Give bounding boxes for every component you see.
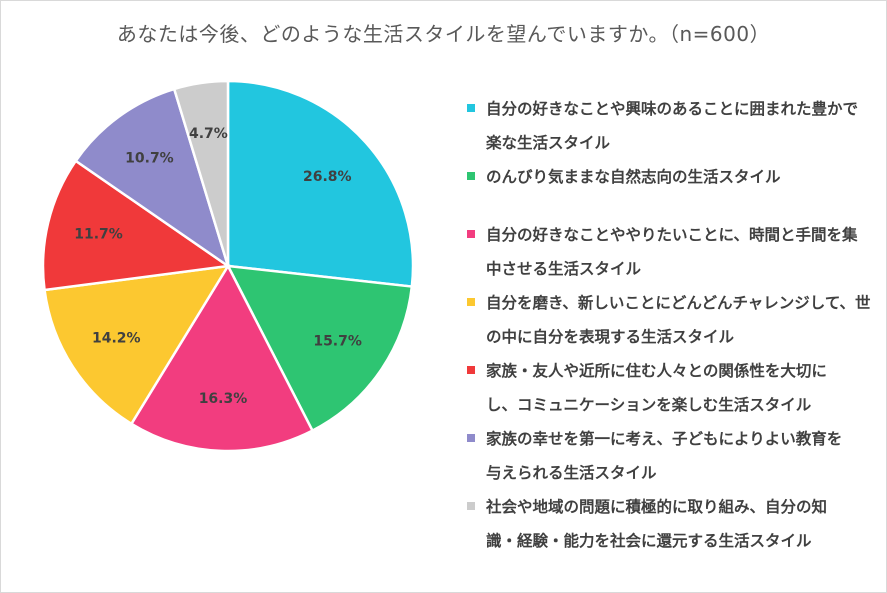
slice-data-label: 15.7%: [313, 334, 362, 350]
legend-item: 自分の好きなことややりたいことに、時間と手間を集 中させる生活スタイル: [458, 218, 878, 286]
legend-swatch: [467, 298, 475, 306]
legend-label: 自分を磨き、新しいことにどんどんチャレンジして、世 の中に自分を表現する生活スタイ…: [486, 294, 871, 346]
slice-data-label: 14.2%: [92, 331, 141, 347]
pie-slice: [226, 79, 415, 288]
legend-swatch: [467, 172, 475, 180]
pie-slice: [172, 79, 230, 267]
pie-slice: [43, 264, 231, 426]
legend-swatch: [467, 434, 475, 442]
legend-item: 自分の好きなことや興味のあることに囲まれた豊かで 楽な生活スタイル: [458, 92, 878, 160]
chart-title: あなたは今後、どのような生活スタイルを望んでいますか。（n=600）: [116, 22, 771, 46]
slice-data-label: 11.7%: [74, 227, 123, 243]
pie-slice: [129, 263, 315, 453]
legend-item: 自分を磨き、新しいことにどんどんチャレンジして、世 の中に自分を表現する生活スタイ…: [458, 286, 878, 354]
legend-label: 社会や地域の問題に積極的に取り組み、自分の知 識・経験・能力を社会に還元する生活ス…: [486, 498, 828, 550]
legend-label: 家族・友人や近所に住む人々との関係性を大切に し、コミュニケーションを楽しむ生活ス…: [486, 362, 827, 414]
legend-item: 家族・友人や近所に住む人々との関係性を大切に し、コミュニケーションを楽しむ生活ス…: [458, 354, 878, 422]
pie-slice: [225, 264, 414, 433]
slice-data-label: 16.3%: [199, 391, 248, 407]
legend-item: のんびり気ままな自然志向の生活スタイル: [458, 160, 878, 194]
legend-swatch: [467, 366, 475, 374]
legend-item: 社会や地域の問題に積極的に取り組み、自分の知 識・経験・能力を社会に還元する生活ス…: [458, 490, 878, 558]
legend-swatch: [467, 230, 475, 238]
legend-label: 自分の好きなことややりたいことに、時間と手間を集 中させる生活スタイル: [486, 226, 858, 278]
slice-data-label: 10.7%: [125, 150, 174, 166]
slice-data-label: 4.7%: [189, 126, 228, 142]
pie-slice: [41, 159, 232, 292]
slice-data-label: 26.8%: [303, 169, 352, 185]
legend-label: 自分の好きなことや興味のあることに囲まれた豊かで 楽な生活スタイル: [486, 100, 859, 152]
chart-legend: 自分の好きなことや興味のあることに囲まれた豊かで 楽な生活スタイルのんびり気ままな…: [458, 92, 878, 558]
legend-swatch: [467, 502, 475, 510]
legend-label: 家族の幸せを第一に考え、子どもによりよい教育を 与えられる生活スタイル: [486, 430, 843, 482]
legend-swatch: [467, 104, 475, 112]
pie-slice: [74, 87, 231, 270]
legend-label: のんびり気ままな自然志向の生活スタイル: [486, 168, 781, 186]
legend-item: 家族の幸せを第一に考え、子どもによりよい教育を 与えられる生活スタイル: [458, 422, 878, 490]
